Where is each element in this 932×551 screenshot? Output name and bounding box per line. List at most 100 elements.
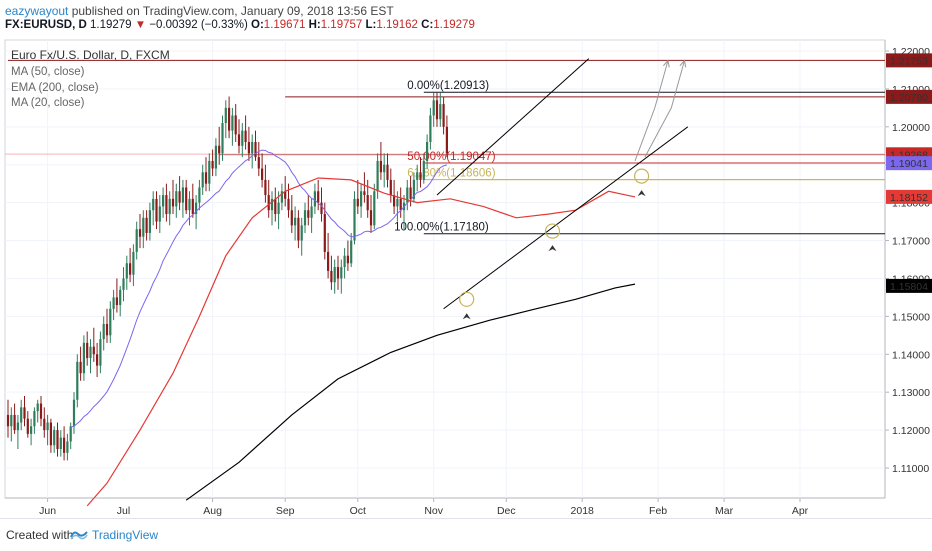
price-label-value: 1.15804 — [890, 281, 928, 293]
time-tick-label: Aug — [203, 505, 222, 517]
created-with-label: Created with — [6, 528, 74, 542]
candle-body — [284, 191, 287, 199]
candle-body — [135, 229, 138, 252]
price-tick-label: 1.14000 — [892, 349, 930, 361]
candle-body — [287, 198, 290, 211]
up-arrow-icon — [637, 190, 646, 197]
candle-body — [6, 414, 10, 427]
candle-body — [336, 267, 340, 279]
candle-body — [165, 195, 168, 215]
candle-body — [323, 214, 326, 252]
price-chart[interactable]: 0.00%(1.20913) 50.00%(1.19047) 61.80%(1.18… — [0, 0, 932, 518]
candle-body — [330, 270, 333, 283]
high-label: H: — [308, 19, 321, 31]
candle-body — [439, 104, 442, 120]
candle-body — [162, 195, 165, 207]
ema200-line — [185, 283, 636, 501]
candle-body — [333, 267, 336, 283]
candle-body — [142, 217, 145, 237]
candle-body — [234, 115, 237, 135]
candle-body — [69, 426, 72, 442]
candle-body — [105, 323, 109, 336]
candle-body — [92, 346, 95, 355]
candle-body — [152, 198, 155, 211]
candle-body — [224, 107, 227, 124]
legend-ma20[interactable]: MA (20, close) — [11, 97, 85, 109]
candle-body — [63, 437, 66, 453]
candle-body — [376, 160, 379, 192]
candle-body — [30, 426, 33, 434]
candle-body — [445, 126, 448, 154]
projection-arrow-a — [634, 60, 669, 162]
candle-body — [261, 168, 264, 180]
time-tick-label: Jul — [117, 505, 130, 517]
close-label: C: — [421, 19, 434, 31]
candle-body — [23, 407, 26, 419]
ohlc-line: FX:EURUSD, D 1.19279 ▼ −0.00392 (−0.33%)… — [5, 19, 475, 31]
time-tick-label: Mar — [715, 505, 734, 517]
candle-body — [300, 225, 303, 241]
candle-body — [33, 411, 36, 427]
drawings — [436, 58, 689, 320]
price-label-value: 1.20790 — [890, 92, 928, 104]
tradingview-logo-icon[interactable] — [70, 527, 88, 541]
plot-area[interactable] — [4, 39, 886, 499]
candle-body — [369, 210, 373, 226]
price-tick-label: 1.12000 — [892, 425, 930, 437]
candle-body — [195, 202, 198, 215]
candle-body — [178, 191, 181, 203]
candle-body — [191, 198, 194, 215]
time-tick-label: Dec — [497, 505, 516, 517]
candle-body — [274, 198, 277, 215]
candle-body — [43, 418, 46, 431]
price-label-box — [886, 189, 932, 204]
candle-body — [122, 278, 125, 290]
candle-body — [231, 115, 234, 131]
fib-level-label: 100.00%(1.17180) — [394, 222, 489, 234]
candle-body — [109, 308, 112, 336]
candle-body — [99, 339, 102, 366]
candle-body — [96, 354, 99, 366]
candle-body — [379, 160, 382, 173]
candle-body — [389, 179, 392, 196]
candle-body — [198, 187, 201, 203]
indicators — [70, 149, 636, 507]
candle-body — [241, 130, 244, 146]
candle-body — [188, 198, 191, 211]
candle-body — [277, 202, 280, 215]
candle-body — [204, 172, 208, 184]
candle-body — [155, 198, 158, 222]
price-label-value: 1.18152 — [890, 192, 928, 204]
candle-body — [158, 206, 161, 222]
candle-body — [221, 123, 224, 154]
author-link[interactable]: eazywayout — [5, 4, 69, 18]
candle-body — [237, 134, 241, 146]
candle-body — [112, 297, 115, 309]
candle-body — [310, 206, 313, 218]
fib-level-label: 50.00%(1.19047) — [407, 151, 495, 163]
candle-body — [46, 422, 49, 431]
time-tick-label: Nov — [424, 505, 443, 517]
tradingview-brand-link[interactable]: TradingView — [92, 528, 159, 542]
last-price: 1.19279 — [86, 19, 132, 31]
legend-ma50[interactable]: MA (50, close) — [11, 66, 85, 78]
ma20-line — [70, 149, 448, 428]
candle-body — [307, 210, 310, 218]
candle-body — [422, 160, 425, 180]
candle-body — [432, 100, 435, 116]
price-axis[interactable]: 1.110001.120001.130001.140001.150001.160… — [885, 46, 932, 475]
candle-body — [360, 191, 363, 207]
candle-body — [399, 198, 402, 211]
time-axis[interactable]: Jun Aug Sep Oct Nov Dec 2018 Feb Mar Apr Jul — [39, 498, 809, 517]
high-value: 1.19757 — [320, 19, 363, 31]
legend-ema200[interactable]: EMA (200, close) — [11, 82, 99, 94]
candle-body — [102, 323, 105, 340]
open-value: 1.19671 — [263, 19, 306, 31]
candle-body — [426, 141, 429, 161]
candle-body — [416, 172, 419, 180]
candle-body — [327, 251, 330, 271]
candle-body — [366, 195, 369, 211]
published-text: published on TradingView.com, January 09… — [68, 4, 394, 18]
candle-body — [49, 422, 52, 446]
candle-body — [214, 145, 217, 169]
